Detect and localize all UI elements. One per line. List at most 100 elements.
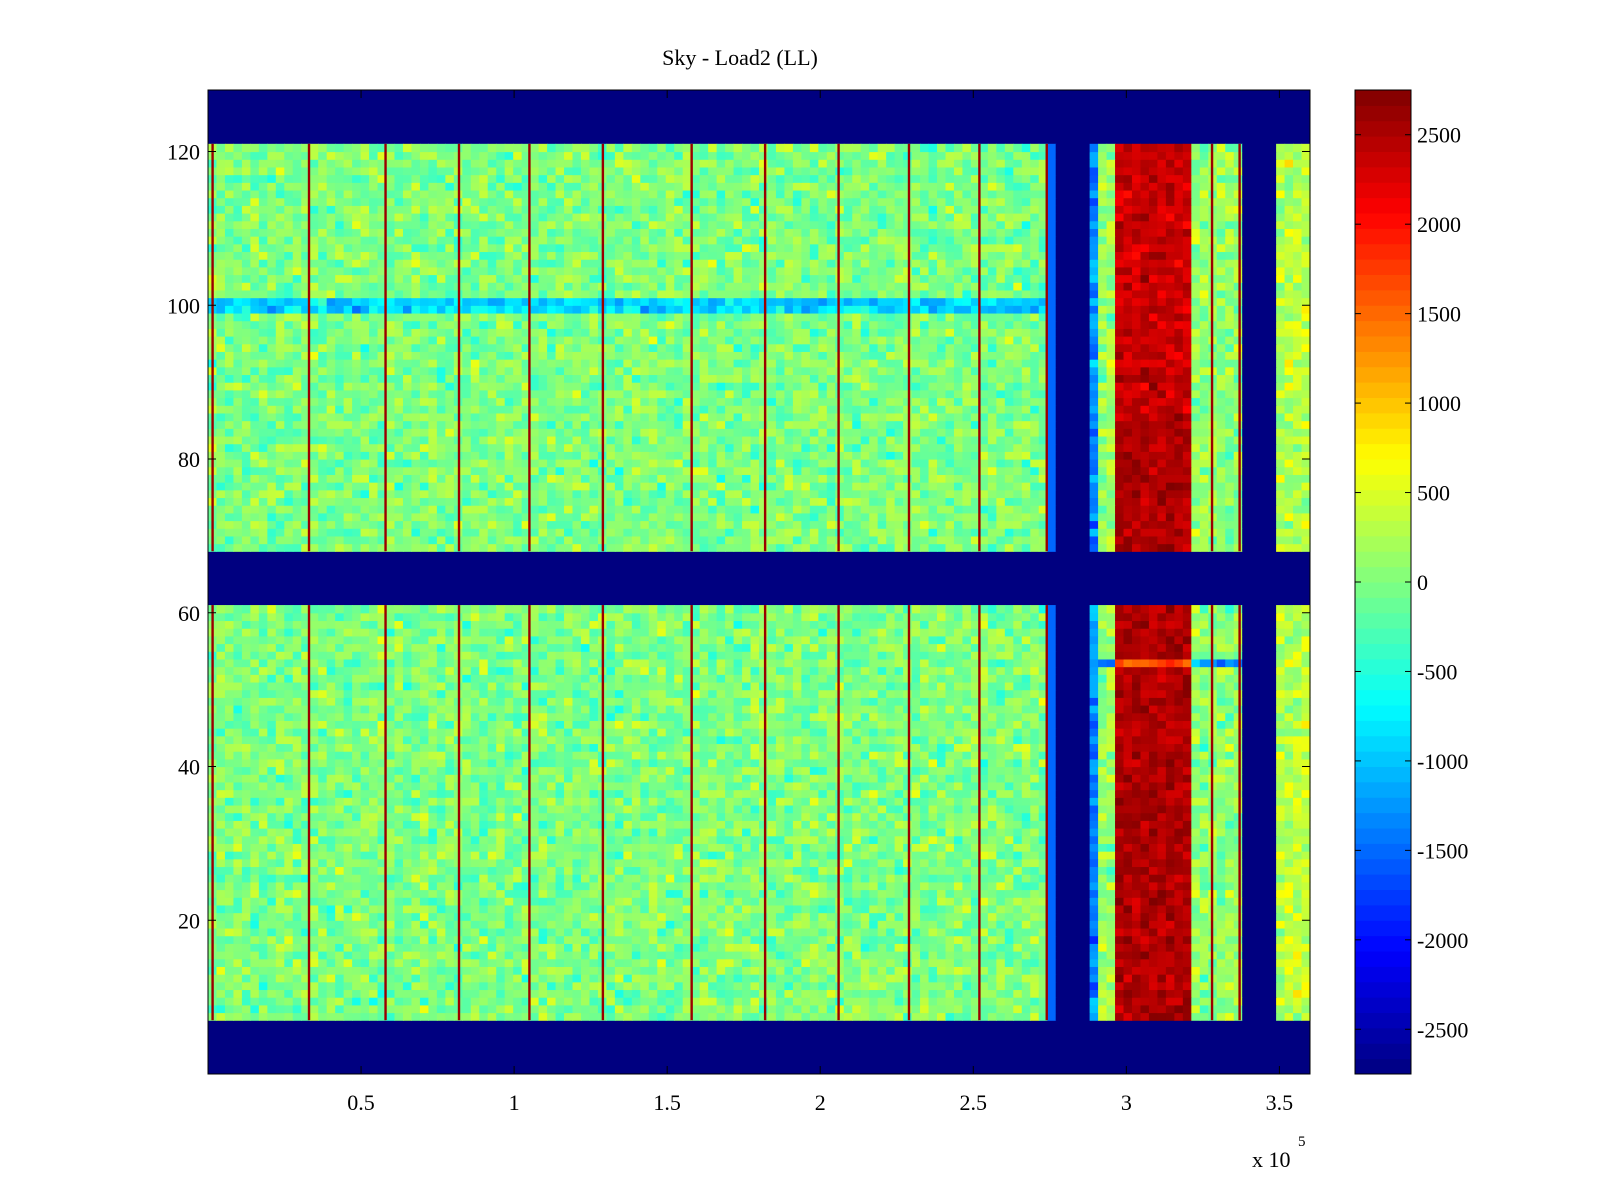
heatmap-cell xyxy=(360,843,370,852)
heatmap-cell xyxy=(699,974,709,983)
heatmap-cell xyxy=(1098,897,1108,906)
heatmap-cell xyxy=(835,789,845,798)
heatmap-cell xyxy=(826,889,836,898)
heatmap-cell xyxy=(1165,981,1175,991)
heatmap-cell xyxy=(547,889,557,898)
heatmap-cell xyxy=(1225,758,1235,768)
heatmap-cell xyxy=(894,927,904,937)
heatmap-cell xyxy=(538,966,548,975)
heatmap-cell xyxy=(1064,927,1074,937)
heatmap-cell xyxy=(216,874,226,883)
heatmap-cell xyxy=(809,943,819,952)
heatmap-cell xyxy=(835,966,845,975)
heatmap-cell xyxy=(1182,989,1192,998)
heatmap-cell xyxy=(233,943,243,952)
heatmap-cell xyxy=(1047,897,1057,906)
heatmap-cell xyxy=(216,1004,226,1014)
heatmap-cell xyxy=(309,889,319,898)
heatmap-cell xyxy=(470,858,480,868)
heatmap-cell xyxy=(809,912,819,921)
heatmap-cell xyxy=(699,851,709,860)
heatmap-cell xyxy=(996,835,1006,844)
heatmap-cell xyxy=(733,758,743,768)
heatmap-cell xyxy=(1072,874,1082,883)
heatmap-cell xyxy=(275,958,285,967)
heatmap-cell xyxy=(1004,974,1014,983)
heatmap-cell xyxy=(1250,1004,1260,1014)
heatmap-cell xyxy=(674,989,684,998)
heatmap-cell xyxy=(623,804,633,814)
heatmap-cell xyxy=(504,743,514,752)
heatmap-cell xyxy=(1038,989,1048,998)
heatmap-cell xyxy=(241,843,251,852)
heatmap-cell xyxy=(487,920,497,929)
heatmap-cell xyxy=(852,728,862,737)
heatmap-cell xyxy=(547,720,557,729)
heatmap-cell xyxy=(665,851,675,860)
heatmap-cell xyxy=(369,743,379,752)
heatmap-cell xyxy=(1148,881,1159,891)
heatmap-cell xyxy=(419,958,429,967)
heatmap-cell xyxy=(445,881,455,891)
heatmap-cell xyxy=(725,766,735,775)
heatmap-cell xyxy=(547,735,557,745)
heatmap-cell xyxy=(1250,966,1260,975)
heatmap-cell xyxy=(1047,989,1057,998)
heatmap-cell xyxy=(631,958,641,967)
heatmap-cell xyxy=(555,835,565,844)
heatmap-cell xyxy=(987,881,997,891)
heatmap-cell xyxy=(725,843,735,852)
heatmap-cell xyxy=(1131,1012,1142,1021)
heatmap-cell xyxy=(318,828,328,837)
heatmap-cell xyxy=(920,735,930,745)
heatmap-cell xyxy=(792,735,802,745)
heatmap-cell xyxy=(869,920,879,929)
heatmap-cell xyxy=(1123,843,1133,852)
heatmap-cell xyxy=(436,943,446,952)
heatmap-cell xyxy=(818,974,828,983)
heatmap-cell xyxy=(1055,889,1065,898)
heatmap-cell xyxy=(775,874,786,883)
heatmap-cell xyxy=(784,920,794,929)
heatmap-cell xyxy=(860,897,870,906)
heatmap-cell xyxy=(487,997,497,1006)
heatmap-cell xyxy=(301,997,311,1006)
heatmap-cell xyxy=(606,835,616,844)
heatmap-cell xyxy=(775,881,786,891)
heatmap-cell xyxy=(580,843,591,852)
heatmap-cell xyxy=(665,1004,675,1014)
heatmap-cell xyxy=(1098,889,1108,898)
heatmap-cell xyxy=(665,804,675,814)
heatmap-cell xyxy=(1089,728,1099,737)
heatmap-cell xyxy=(250,874,260,883)
heatmap-cell xyxy=(580,989,591,998)
heatmap-cell xyxy=(267,835,277,844)
heatmap-cell xyxy=(775,797,786,806)
heatmap-cell xyxy=(1072,904,1082,914)
heatmap-cell xyxy=(648,874,658,883)
heatmap-cell xyxy=(674,774,684,783)
heatmap-cell xyxy=(1030,881,1040,891)
heatmap-cell xyxy=(462,743,472,752)
heatmap-cell xyxy=(419,812,429,821)
heatmap-cell xyxy=(555,758,565,768)
heatmap-cell xyxy=(343,943,353,952)
heatmap-cell xyxy=(682,828,692,837)
heatmap-cell xyxy=(1148,958,1159,967)
heatmap-cell xyxy=(843,927,853,937)
heatmap-cell xyxy=(1293,728,1303,737)
heatmap-cell xyxy=(801,943,811,952)
heatmap-cell xyxy=(852,858,862,868)
heatmap-cell xyxy=(970,843,980,852)
heatmap-cell xyxy=(1259,774,1269,783)
heatmap-cell xyxy=(496,789,506,798)
heatmap-cell xyxy=(877,858,887,868)
heatmap-cell xyxy=(775,751,786,760)
heatmap-cell xyxy=(309,958,319,967)
heatmap-cell xyxy=(953,828,964,837)
heatmap-cell xyxy=(1216,812,1226,821)
heatmap-cell xyxy=(309,758,319,768)
heatmap-cell xyxy=(665,897,675,906)
heatmap-cell xyxy=(1055,828,1065,837)
heatmap-cell xyxy=(767,735,777,745)
